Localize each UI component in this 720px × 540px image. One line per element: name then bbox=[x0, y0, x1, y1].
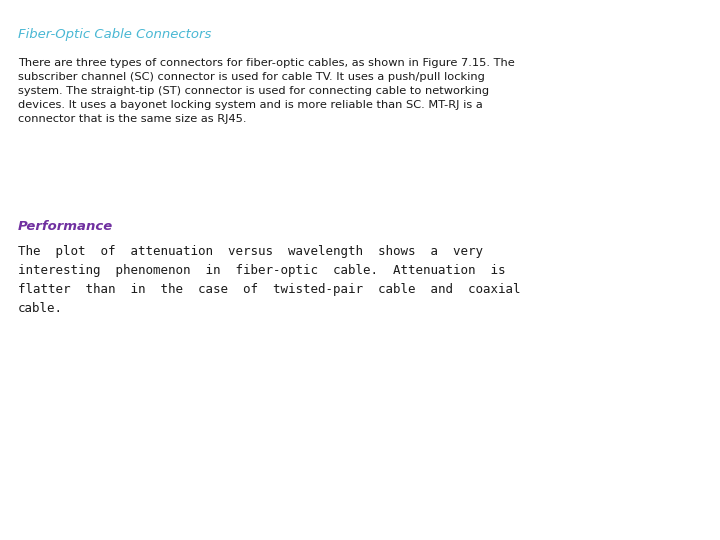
Text: There are three types of connectors for fiber-optic cables, as shown in Figure 7: There are three types of connectors for … bbox=[18, 58, 515, 124]
Text: Performance: Performance bbox=[18, 220, 113, 233]
Text: Fiber-Optic Cable Connectors: Fiber-Optic Cable Connectors bbox=[18, 28, 212, 41]
Text: The  plot  of  attenuation  versus  wavelength  shows  a  very
interesting  phen: The plot of attenuation versus wavelengt… bbox=[18, 245, 521, 315]
